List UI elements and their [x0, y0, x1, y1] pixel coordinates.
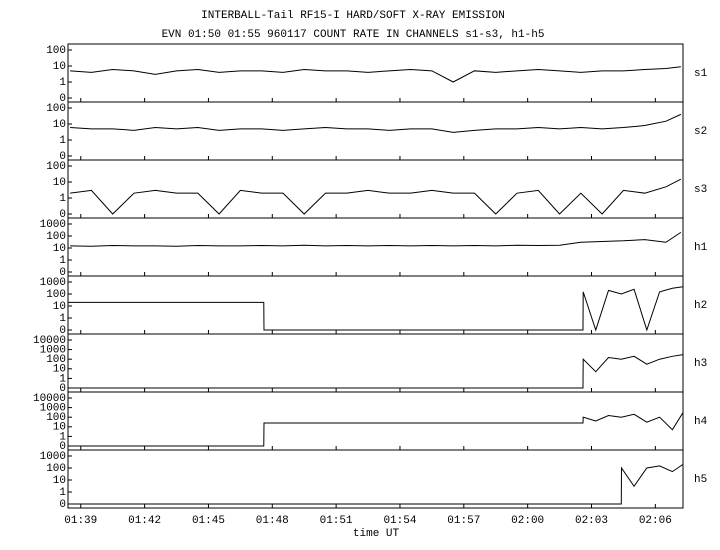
- y-tick-label: 1: [59, 135, 66, 147]
- y-tick-label: 100: [46, 463, 66, 475]
- y-tick-label: 0: [59, 383, 66, 395]
- panel-frame: [67, 101, 684, 161]
- y-tick-label: 1000: [40, 451, 66, 463]
- panel-frame: [67, 333, 684, 393]
- y-tick-label: 1: [59, 77, 66, 89]
- x-tick-label: 01:45: [192, 515, 225, 527]
- x-tick-label: 01:48: [256, 515, 289, 527]
- y-tick-label: 1000: [40, 345, 66, 357]
- panel-frame: [67, 43, 684, 103]
- y-tick-label: 0: [59, 325, 66, 337]
- y-tick-label: 1: [59, 255, 66, 267]
- y-tick-label: 10: [53, 177, 66, 189]
- data-line: [70, 231, 682, 247]
- y-tick-label: 0: [59, 267, 66, 279]
- panel-frame: [67, 159, 684, 219]
- data-line: [68, 412, 684, 447]
- data-line: [68, 463, 684, 505]
- panel-frame: [67, 217, 684, 277]
- y-tick-label: 0: [59, 93, 66, 105]
- chart-title: INTERBALL-Tail RF15-I HARD/SOFT X-RAY EM…: [201, 10, 505, 22]
- y-tick-label: 100: [46, 103, 66, 115]
- x-tick-label: 01:39: [64, 515, 97, 527]
- y-tick-label: 1: [59, 313, 66, 325]
- y-tick-label: 100: [46, 354, 66, 366]
- panel-label: h4: [694, 416, 708, 428]
- chart-subtitle: EVN 01:50 01:55 960117 COUNT RATE IN CHA…: [162, 29, 545, 41]
- panel-label: h1: [694, 242, 708, 254]
- y-tick-label: 1: [59, 193, 66, 205]
- panel-label: s1: [694, 68, 708, 80]
- y-tick-label: 100: [46, 412, 66, 424]
- panel-frame: [67, 449, 684, 509]
- y-tick-label: 0: [59, 151, 66, 163]
- y-tick-label: 10: [53, 243, 66, 255]
- data-line: [68, 354, 684, 389]
- y-tick-label: 0: [59, 209, 66, 221]
- data-line: [68, 286, 684, 332]
- y-tick-label: 10: [53, 119, 66, 131]
- y-tick-label: 1: [59, 431, 66, 443]
- data-line: [70, 66, 681, 83]
- data-line: [70, 113, 682, 133]
- panel-label: s2: [694, 126, 707, 138]
- y-tick-label: 0: [59, 441, 66, 453]
- y-tick-label: 1000: [40, 403, 66, 415]
- x-tick-label: 02:03: [575, 515, 608, 527]
- y-tick-label: 1000: [40, 277, 66, 289]
- y-tick-label: 1: [59, 373, 66, 385]
- y-tick-label: 10000: [33, 335, 66, 347]
- y-tick-label: 10000: [33, 393, 66, 405]
- x-axis-label: time UT: [353, 528, 400, 540]
- data-line: [70, 178, 682, 215]
- y-tick-label: 100: [46, 45, 66, 57]
- y-tick-label: 10: [53, 61, 66, 73]
- x-tick-label: 02:00: [511, 515, 544, 527]
- y-tick-label: 10: [53, 475, 66, 487]
- panel-frame: [67, 275, 684, 335]
- panel-label: h3: [694, 358, 707, 370]
- x-tick-label: 01:51: [320, 515, 353, 527]
- panel-frame: [67, 391, 684, 451]
- panel-label: s3: [694, 184, 707, 196]
- x-tick-label: 01:57: [447, 515, 480, 527]
- y-tick-label: 10: [53, 301, 66, 313]
- y-tick-label: 10: [53, 422, 66, 434]
- panel-label: h5: [694, 474, 707, 486]
- y-tick-label: 1: [59, 487, 66, 499]
- x-tick-label: 01:42: [128, 515, 161, 527]
- y-tick-label: 100: [46, 231, 66, 243]
- y-tick-label: 1000: [40, 219, 66, 231]
- y-tick-label: 10: [53, 364, 66, 376]
- panel-label: h2: [694, 300, 707, 312]
- x-tick-label: 01:54: [383, 515, 416, 527]
- y-tick-label: 0: [59, 499, 66, 511]
- y-tick-label: 100: [46, 161, 66, 173]
- x-tick-label: 02:06: [639, 515, 672, 527]
- y-tick-label: 100: [46, 289, 66, 301]
